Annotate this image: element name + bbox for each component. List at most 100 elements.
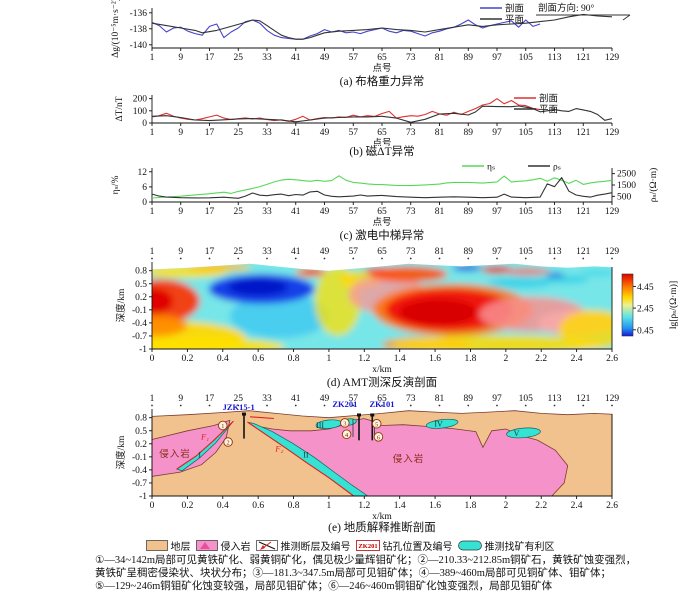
drill-label: ZK101 [369, 399, 394, 409]
y-tick-label: 6 [142, 183, 147, 193]
ore-zone-label: II [303, 451, 309, 460]
marker-circle [371, 419, 382, 429]
x-tick-label: 9 [178, 53, 183, 63]
heatmap-blob [488, 277, 552, 289]
fault-swatch [255, 539, 278, 551]
x-tick-label: 73 [406, 53, 416, 63]
marker-number: 5 [375, 421, 378, 428]
series-line [151, 98, 541, 122]
x-tick-label: 49 [320, 128, 330, 138]
x-tick-label: 81 [435, 53, 445, 63]
y-tick-label: -136 [130, 9, 148, 19]
series-line [151, 105, 613, 123]
legend-series-label: 平面 [539, 105, 558, 116]
heatmap-clip-group [152, 263, 612, 350]
x-tick-label: 81 [435, 207, 445, 217]
point-dot [582, 257, 585, 260]
point-number: 57 [349, 394, 359, 404]
y-tick-label: 100 [133, 107, 148, 117]
x-axis-label: 点号 [372, 63, 391, 74]
point-number: 57 [349, 247, 359, 257]
caption-e: (e) 地质解释推断剖面 [328, 522, 436, 534]
fault-surface-segment [249, 416, 275, 420]
legend-series-label: 平面 [505, 15, 524, 26]
km-tick-label: 0.8 [288, 501, 300, 511]
depth-tick-label: -0.7 [132, 332, 147, 342]
point-number: 105 [519, 394, 534, 404]
legend-series-label: 剖面 [505, 3, 524, 15]
drill-label: JZK15-1 [223, 402, 255, 412]
y-axis-label: 深度/km [115, 288, 127, 322]
depth-tick-label: 0.5 [135, 427, 147, 437]
legend-label: 推测断层及编号 [280, 541, 351, 553]
x-tick-label: 1 [150, 207, 155, 217]
point-number: 41 [291, 247, 301, 257]
x-tick-label: 41 [291, 128, 301, 138]
heatmap-blob [390, 335, 604, 350]
km-tick-label: 0 [150, 501, 155, 511]
legend-series-label: ρₛ [553, 163, 561, 173]
colorbar-tick-label: 2.45 [637, 305, 654, 315]
x-axis-label: x/km [372, 365, 392, 375]
point-number: 17 [205, 247, 215, 257]
x-tick-label: 65 [377, 207, 387, 217]
km-tick-label: 1.4 [394, 501, 406, 511]
caption-d: (d) AMT测深反演剖面 [326, 377, 438, 389]
ore-zone-IV-body [425, 418, 459, 429]
depth-tick-label: -0.4 [132, 319, 147, 329]
km-tick-label: 2.4 [571, 501, 583, 511]
drill-swatch: ZK201 [355, 539, 380, 551]
km-tick-label: 2.6 [606, 354, 618, 364]
r-tick-label: 2500 [617, 170, 636, 180]
km-tick-label: 0.6 [252, 354, 264, 364]
x-tick-label: 1 [150, 53, 155, 63]
y-tick-label: -138 [130, 25, 148, 35]
geological-section: 1 9 17 25 33 41 49 57 65 73 81 89 97 105 113 121 1290.80… [115, 394, 619, 522]
ore-zone-label: V [514, 429, 520, 438]
x-tick-label: 57 [349, 207, 359, 217]
y-tick-label: 200 [133, 95, 148, 105]
legend-item-intrusive: 侵入岩 [195, 538, 251, 553]
marker-number: 2 [226, 440, 229, 447]
point-number: 17 [205, 394, 215, 404]
x-tick-label: 73 [406, 128, 416, 138]
panel-e: 1 9 17 25 33 41 49 57 65 73 81 89 97 105 113 121 129 0.8 0… [0, 391, 700, 536]
heatmap-blob [302, 268, 321, 275]
heatmap-blob [546, 272, 565, 278]
depth-tick-label: -0.1 [132, 306, 147, 316]
x-tick-label: 113 [548, 128, 562, 138]
colorbar-label: lg[ρₛ/(Ω·m)] [668, 281, 679, 329]
y-axis-label: ΔT/nT [115, 96, 125, 121]
heatmap-blob [152, 338, 285, 350]
caption-c: (c) 激电中梯异常 [339, 230, 425, 242]
point-dot [553, 404, 556, 407]
point-dot [381, 404, 383, 407]
heatmap-blob [229, 294, 329, 339]
x-tick-label: 25 [234, 128, 244, 138]
heatmap-blob [504, 267, 551, 276]
fault-label: F₁ [200, 431, 209, 441]
x-tick-label: 17 [205, 207, 215, 217]
marker-circle [340, 418, 350, 428]
point-number: 25 [234, 247, 244, 257]
point-number: 73 [406, 247, 416, 257]
point-number: 97 [492, 247, 502, 257]
point-number: 41 [291, 394, 301, 404]
point-dot [352, 404, 355, 407]
r-tick-label: 1500 [617, 181, 636, 191]
x-tick-label: 129 [605, 128, 620, 138]
right-axis-label: ρₛ/(Ω·m) [648, 168, 659, 203]
km-tick-label: 1.2 [358, 354, 370, 364]
point-number: 65 [377, 394, 387, 404]
heatmap-field [152, 263, 612, 350]
x-tick-label: 97 [492, 128, 502, 138]
legend-item-fault: 推测断层及编号 [255, 538, 351, 553]
point-number: 25 [234, 394, 244, 404]
km-tick-label: 0.4 [217, 354, 229, 364]
panel-a: -136 -138 -140 1 9 17 25 33 41 49 57 65 73 81 89 97 105 1… [0, 0, 700, 90]
drill-collar [242, 412, 246, 416]
marker-circle [223, 437, 233, 447]
direction-arrow [622, 14, 631, 21]
legend-item-favorable: 推测找矿有利区 [457, 538, 555, 553]
intrusive-swatch [195, 539, 218, 551]
